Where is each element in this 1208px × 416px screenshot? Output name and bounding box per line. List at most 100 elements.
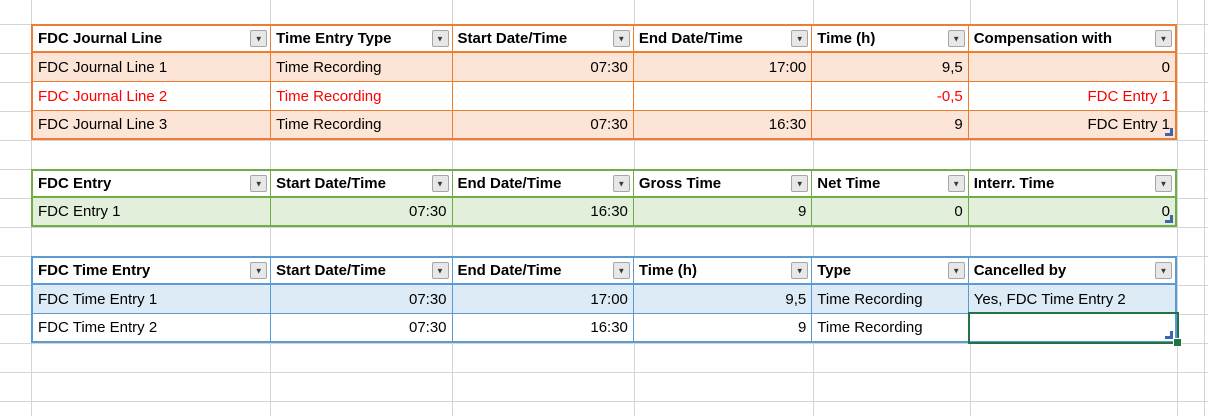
filter-button[interactable]: ▼ (791, 30, 809, 47)
table-cell[interactable]: 9 (634, 198, 813, 225)
table-cell[interactable]: 0 (812, 198, 969, 225)
table-cell[interactable]: 0 (1161, 58, 1170, 76)
filter-button[interactable]: ▼ (612, 30, 630, 47)
column-header-label: Time (h) (638, 262, 697, 279)
filter-dropdown-icon: ▼ (795, 266, 804, 275)
filter-button[interactable]: ▼ (612, 175, 630, 192)
table-cell[interactable]: Yes, FDC Time Entry 2 (973, 290, 1126, 308)
table-cell[interactable] (634, 82, 813, 110)
column-header[interactable]: End Date/Time ▼ (634, 26, 813, 51)
filter-dropdown-icon: ▼ (795, 179, 804, 188)
table-cell[interactable]: FDC Entry 1 (33, 198, 272, 225)
table-cell[interactable]: 9 (634, 314, 813, 341)
column-header-label: End Date/Time (457, 175, 562, 192)
filter-button[interactable]: ▼ (947, 175, 965, 192)
table-cell[interactable]: FDC Entry 1 (1087, 116, 1170, 133)
filter-button[interactable]: ▼ (1154, 30, 1172, 47)
column-header-label: Time Entry Type (276, 30, 392, 47)
filter-button[interactable]: ▼ (947, 262, 965, 279)
gridline-v (1177, 0, 1178, 416)
table-cell[interactable]: Time Recording (271, 53, 453, 81)
filter-dropdown-icon: ▼ (254, 179, 263, 188)
column-header-label: Start Date/Time (276, 175, 386, 192)
fdc-journal-line-table: FDC Journal Line ▼ Time Entry Type ▼ Start… (31, 24, 1177, 140)
filter-button[interactable]: ▼ (250, 30, 268, 47)
table-cell[interactable]: Time Recording (812, 314, 969, 341)
column-header[interactable]: Interr. Time ▼ (969, 171, 1175, 196)
table-row: FDC Entry 1 07:30 16:30 9 0 0 (33, 198, 1175, 225)
filter-dropdown-icon: ▼ (952, 266, 961, 275)
column-header[interactable]: Time (h) ▼ (812, 26, 969, 51)
filter-dropdown-icon: ▼ (436, 34, 444, 43)
column-header[interactable]: FDC Entry ▼ (33, 171, 272, 196)
column-header[interactable]: Compensation with ▼ (969, 26, 1175, 51)
table-cell[interactable]: 07:30 (453, 53, 634, 81)
table-row: FDC Journal Line 3 Time Recording 07:30 … (33, 111, 1175, 138)
column-header-label: Type (817, 262, 852, 279)
table-cell[interactable]: FDC Journal Line 1 (33, 53, 272, 81)
filter-dropdown-icon: ▼ (254, 266, 263, 275)
filter-button[interactable]: ▼ (431, 262, 449, 279)
table-cell[interactable]: 16:30 (634, 111, 813, 138)
table-cell[interactable]: 0 (1161, 203, 1170, 220)
table-row: FDC Journal Line 1 Time Recording 07:30 … (33, 53, 1175, 82)
filter-button[interactable]: ▼ (1154, 175, 1172, 192)
filter-dropdown-icon: ▼ (617, 266, 626, 275)
table-cell[interactable]: FDC Entry 1 (1087, 87, 1170, 105)
table-cell[interactable]: 9 (812, 111, 969, 138)
table-header-row: FDC Entry ▼ Start Date/Time ▼ End Date/Tim… (33, 171, 1175, 198)
table-cell[interactable]: Time Recording (812, 285, 969, 313)
column-header[interactable]: Time Entry Type ▼ (271, 26, 453, 51)
filter-button[interactable]: ▼ (431, 175, 449, 192)
table-cell[interactable]: FDC Time Entry 1 (33, 285, 272, 313)
column-header[interactable]: End Date/Time ▼ (453, 171, 634, 196)
table-cell[interactable]: FDC Journal Line 3 (33, 111, 272, 138)
filter-button[interactable]: ▼ (791, 175, 809, 192)
table-cell[interactable]: 07:30 (271, 314, 453, 341)
column-header[interactable]: FDC Time Entry ▼ (33, 258, 272, 283)
column-header[interactable]: End Date/Time ▼ (453, 258, 634, 283)
column-header[interactable]: Start Date/Time ▼ (453, 26, 634, 51)
column-header-label: Gross Time (638, 175, 722, 192)
column-header[interactable]: Start Date/Time ▼ (271, 258, 453, 283)
table-cell[interactable]: 07:30 (453, 111, 634, 138)
table-cell[interactable]: Time Recording (271, 82, 453, 110)
column-header[interactable]: Start Date/Time ▼ (271, 171, 453, 196)
column-header[interactable]: FDC Journal Line ▼ (33, 26, 272, 51)
table-cell[interactable]: 9,5 (812, 53, 969, 81)
filter-button[interactable]: ▼ (431, 30, 449, 47)
filter-button[interactable]: ▼ (250, 175, 268, 192)
table-cell[interactable]: Time Recording (271, 111, 453, 138)
filter-button[interactable]: ▼ (250, 262, 268, 279)
table-cell[interactable]: 07:30 (271, 285, 453, 313)
column-header-label: Time (h) (817, 30, 876, 47)
table-cell[interactable]: 16:30 (453, 198, 634, 225)
filter-dropdown-icon: ▼ (795, 34, 804, 43)
filter-dropdown-icon: ▼ (1159, 34, 1168, 43)
filter-button[interactable]: ▼ (791, 262, 809, 279)
column-header[interactable]: Gross Time ▼ (634, 171, 813, 196)
table-cell[interactable]: 9,5 (634, 285, 813, 313)
column-header[interactable]: Net Time ▼ (812, 171, 969, 196)
table-header-row: FDC Journal Line ▼ Time Entry Type ▼ Start… (33, 26, 1175, 53)
table-cell[interactable] (453, 82, 634, 110)
table-cell[interactable]: 16:30 (453, 314, 634, 341)
fill-handle[interactable] (1173, 338, 1182, 347)
table-cell[interactable]: 17:00 (634, 53, 813, 81)
selected-cell[interactable] (968, 312, 1182, 347)
table-cell[interactable]: 17:00 (453, 285, 634, 313)
filter-button[interactable]: ▼ (947, 30, 965, 47)
filter-button[interactable]: ▼ (1154, 262, 1172, 279)
column-header[interactable]: Cancelled by ▼ (969, 258, 1175, 283)
table-cell[interactable]: -0,5 (812, 82, 969, 110)
fdc-time-entry-table: FDC Time Entry ▼ Start Date/Time ▼ End Dat… (31, 256, 1177, 343)
column-header-label: Start Date/Time (457, 30, 568, 47)
table-cell[interactable]: 07:30 (271, 198, 453, 225)
filter-button[interactable]: ▼ (612, 262, 630, 279)
column-header[interactable]: Time (h) ▼ (634, 258, 813, 283)
table-cell[interactable]: FDC Time Entry 2 (33, 314, 272, 341)
column-header[interactable]: Type ▼ (812, 258, 969, 283)
filter-dropdown-icon: ▼ (952, 34, 961, 43)
table-cell[interactable]: FDC Journal Line 2 (33, 82, 272, 110)
